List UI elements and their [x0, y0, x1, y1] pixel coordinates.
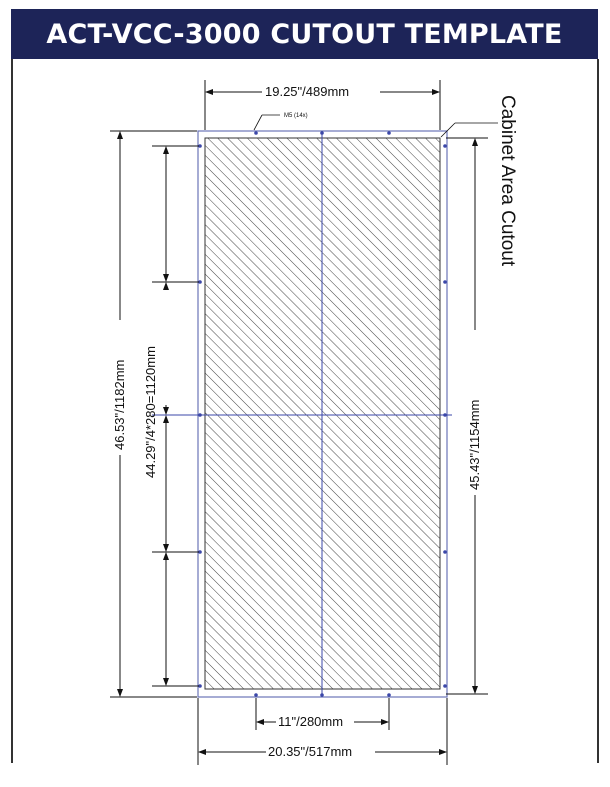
cabinet-label-leader	[440, 122, 498, 138]
title-banner: ACT-VCC-3000 CUTOUT TEMPLATE	[11, 9, 598, 59]
bottom-outer-width-dimension	[197, 698, 448, 765]
top-width-dimension	[204, 80, 441, 130]
top-width-label: 19.25"/489mm	[265, 84, 349, 99]
cabinet-area-label: Cabinet Area Cutout	[497, 95, 518, 267]
bottom-outer-width-label: 20.35"/517mm	[268, 744, 352, 759]
left-inner-height-dimension	[152, 145, 199, 687]
right-height-label: 45.43"/1154mm	[467, 400, 482, 490]
left-outer-height-label: 46.53"/1182mm	[112, 360, 127, 450]
page-title: ACT-VCC-3000 CUTOUT TEMPLATE	[46, 18, 563, 50]
center-guides	[152, 131, 452, 697]
screw-note-leader	[253, 114, 280, 131]
right-height-dimension	[446, 137, 488, 695]
left-inner-height-label: 44.29"/4*280=1120mm	[143, 346, 158, 478]
bottom-inner-width-dimension	[255, 698, 390, 730]
sheet-border-left	[11, 59, 13, 763]
bottom-inner-width-label: 11"/280mm	[278, 714, 343, 729]
left-outer-height-dimension	[110, 130, 197, 698]
sheet-border-right	[597, 59, 599, 763]
screw-note-label: M5 (14x)	[284, 113, 308, 119]
screw-holes	[198, 131, 447, 697]
